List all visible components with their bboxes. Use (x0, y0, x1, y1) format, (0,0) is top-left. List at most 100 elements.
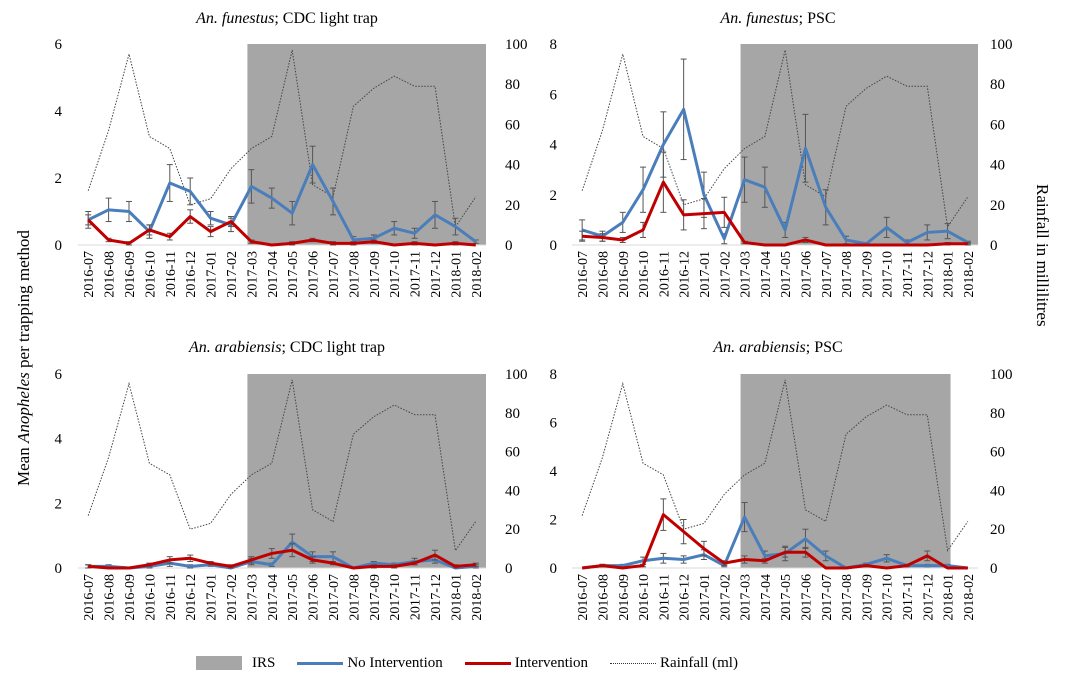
y2-tick-label: 40 (505, 158, 520, 174)
x-tick-label: 2017-03 (739, 574, 754, 621)
y-tick-label: 2 (55, 171, 63, 187)
x-tick-label: 2017-04 (266, 574, 281, 621)
y2-tick-label: 60 (990, 445, 1005, 461)
y2-tick-label: 40 (505, 483, 520, 499)
y2-tick-label: 100 (505, 367, 528, 383)
x-tick-label: 2016-12 (184, 574, 199, 621)
legend-irs-label: IRS (252, 654, 276, 671)
y-tick-label: 4 (55, 432, 63, 448)
x-tick-label: 2016-08 (596, 251, 611, 298)
y2-tick-label: 80 (505, 406, 520, 422)
x-tick-label: 2016-11 (657, 251, 672, 297)
legend-irs: IRS (196, 655, 275, 672)
x-tick-label: 2017-12 (921, 251, 936, 298)
legend-intervention-swatch (464, 661, 511, 665)
x-tick-label: 2017-01 (698, 574, 713, 621)
x-tick-label: 2017-07 (820, 251, 835, 298)
y-tick-label: 8 (550, 367, 558, 383)
irs-shaded-region (740, 374, 951, 568)
x-tick-label: 2018-02 (470, 574, 485, 621)
x-tick-label: 2017-05 (779, 574, 794, 621)
legend-rainfall-label: Rainfall (ml) (660, 654, 738, 671)
y2-tick-label: 80 (505, 77, 520, 93)
x-tick-label: 2017-04 (759, 574, 774, 621)
panel-title: An. funestus; PSC (719, 10, 835, 27)
x-tick-label: 2016-09 (617, 251, 632, 298)
y2-tick-label: 60 (505, 445, 520, 461)
y-tick-label: 0 (550, 561, 558, 577)
x-tick-label: 2016-10 (637, 251, 652, 298)
x-tick-label: 2017-02 (718, 251, 733, 298)
x-tick-label: 2016-11 (164, 251, 179, 297)
x-tick-label: 2016-12 (678, 574, 693, 621)
legend-irs-swatch (196, 656, 242, 670)
y2-tick-label: 20 (990, 198, 1005, 214)
irs-shaded-region (247, 374, 486, 568)
y-tick-label: 0 (55, 561, 63, 577)
rainfall-line (87, 49, 477, 229)
x-tick-label: 2018-02 (962, 574, 977, 621)
panel-title: An. arabiensis; PSC (712, 339, 842, 356)
y2-tick-label: 60 (990, 117, 1005, 133)
y2-tick-label: 20 (505, 198, 520, 214)
y2-tick-label: 20 (505, 522, 520, 538)
x-tick-label: 2017-05 (286, 251, 301, 298)
x-tick-label: 2017-02 (225, 574, 240, 621)
legend-no-intervention-swatch (297, 661, 344, 665)
x-tick-label: 2017-05 (779, 251, 794, 298)
y2-tick-label: 40 (990, 483, 1005, 499)
irs-shaded-region (247, 44, 486, 245)
x-tick-label: 2017-11 (409, 574, 424, 620)
legend-rainfall-swatch (610, 662, 657, 664)
legend-no-intervention-label: No Intervention (347, 654, 443, 671)
x-tick-label: 2017-01 (698, 251, 713, 298)
x-tick-label: 2017-08 (347, 574, 362, 621)
panel-3: An. arabiensis; CDC light trap0246020406… (55, 339, 528, 621)
legend-intervention: Intervention (464, 654, 589, 672)
y-tick-label: 4 (550, 464, 558, 480)
y2-tick-label: 0 (990, 238, 998, 254)
x-tick-label: 2017-03 (245, 251, 260, 298)
rainfall-line (87, 379, 477, 552)
x-tick-label: 2016-07 (82, 574, 97, 621)
x-tick-label: 2017-09 (860, 574, 875, 621)
x-tick-label: 2017-02 (225, 251, 240, 298)
x-tick-label: 2017-02 (718, 574, 733, 621)
x-tick-label: 2017-01 (205, 251, 220, 298)
y-tick-label: 4 (550, 138, 558, 154)
x-tick-label: 2017-06 (307, 251, 322, 298)
y-tick-label: 6 (550, 416, 558, 432)
intervention-line (581, 513, 968, 570)
no-intervention-line (581, 107, 969, 246)
x-tick-label: 2017-12 (429, 574, 444, 621)
rainfall-line (581, 49, 969, 229)
x-tick-label: 2017-10 (881, 251, 896, 298)
panel-title: An. arabiensis; CDC light trap (188, 339, 385, 356)
x-tick-label: 2017-11 (901, 574, 916, 620)
x-tick-label: 2017-05 (286, 574, 301, 621)
x-tick-label: 2017-10 (388, 574, 403, 621)
x-tick-label: 2017-11 (409, 251, 424, 297)
y2-tick-label: 0 (505, 238, 513, 254)
x-tick-label: 2018-01 (449, 574, 464, 621)
panel-title: An. funestus; CDC light trap (195, 10, 378, 27)
intervention-line (582, 180, 968, 247)
x-tick-label: 2017-09 (860, 251, 875, 298)
legend-no-intervention: No Intervention (297, 654, 443, 672)
legend-intervention-label: Intervention (514, 654, 589, 671)
x-tick-label: 2017-06 (799, 251, 814, 298)
x-tick-label: 2017-06 (307, 574, 322, 621)
x-tick-label: 2016-07 (576, 574, 591, 621)
x-tick-label: 2016-10 (143, 251, 158, 298)
y-tick-label: 2 (55, 496, 63, 512)
y-tick-label: 6 (550, 87, 558, 103)
x-tick-label: 2017-10 (881, 574, 896, 621)
x-tick-label: 2017-10 (388, 251, 403, 298)
y-tick-label: 0 (550, 238, 558, 254)
x-tick-label: 2017-03 (245, 574, 260, 621)
x-tick-label: 2017-11 (901, 251, 916, 297)
x-tick-label: 2018-01 (942, 574, 957, 621)
x-tick-label: 2017-07 (327, 251, 342, 298)
y-tick-label: 4 (55, 104, 63, 120)
x-tick-label: 2016-12 (184, 251, 199, 298)
